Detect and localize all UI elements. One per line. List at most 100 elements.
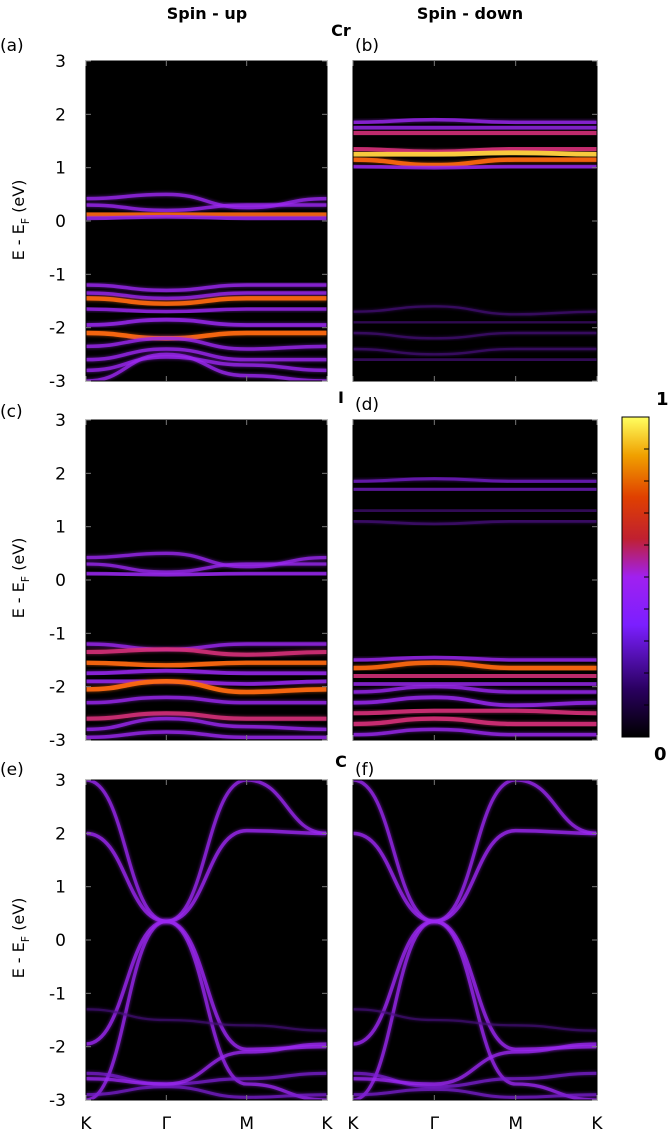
band-line-10 [86,711,327,721]
band-line-7 [86,307,327,314]
band-line-5 [86,1085,327,1099]
band-line-2 [353,780,597,1100]
band-line-8 [86,679,327,695]
band-line-1 [86,828,327,1046]
band-line-11 [86,716,327,732]
y-tick-label: -2 [49,1038,66,1058]
band-line-6 [86,296,327,306]
panel-e: 3 2 1 0 -1 -2 -3 K Γ M K [49,771,333,1134]
bands [353,116,597,363]
band-line-4 [353,655,597,662]
band-line-3 [353,780,597,1100]
band-line-7 [86,679,327,686]
y-tick-label: -1 [49,984,66,1004]
panel-label-d: (d) [355,395,379,415]
band-line-6 [86,668,327,676]
x-tick-label: K [347,1114,359,1134]
colorbar-max-label: 1 [656,389,668,410]
band-line-5 [86,291,327,301]
y-tick-label: 3 [55,411,66,431]
band-line-4 [353,150,597,157]
band-line-5 [353,1087,597,1099]
band-line-9 [353,331,597,340]
y-tick-label: 1 [55,878,66,898]
band-line-10 [86,336,327,351]
y-tick-label: 1 [55,159,66,179]
y-tick-label: 2 [55,105,66,125]
band-line-6 [353,164,597,170]
y-tick-label: 0 [55,571,66,591]
panel-c: 3 2 1 0 -1 -2 -3 [49,411,328,751]
y-tick-label: -3 [49,731,66,751]
x-tick-label: M [508,1114,523,1134]
y-tick-label: 1 [55,518,66,538]
band-line-7 [353,305,597,316]
band-line-6 [353,1008,597,1032]
y-tick-label: 2 [55,464,66,484]
y-tick-label: 0 [55,212,66,232]
band-line-2 [86,571,327,577]
band-line-11 [86,347,327,362]
panel-d [352,419,598,741]
band-line-5 [86,660,327,668]
plot-area [353,61,597,381]
band-line-9 [86,695,327,705]
band-line-9 [353,695,597,708]
svg-text:E - EF (eV): E - EF (eV) [9,180,32,261]
band-line-2 [86,780,327,1100]
column-title-spin-down: Spin - down [417,4,523,23]
band-line-3 [86,780,327,1100]
y-tick-label: 3 [55,52,66,72]
panel-a: 3 2 1 0 -1 -2 -3 [49,52,328,392]
bands [86,780,327,1100]
y-tick-label: 2 [55,824,66,844]
band-line-7 [86,1042,327,1086]
panel-b [352,60,598,382]
band-line-9 [86,330,327,341]
y-tick-label: -1 [49,624,66,644]
band-line-8 [353,684,597,694]
y-tick-label: -2 [49,319,66,339]
panel-label-c: (c) [0,402,23,422]
band-line-7 [353,1042,597,1086]
x-tick-label: M [239,1114,254,1134]
band-line-8 [86,317,327,327]
x-tick-label: K [591,1114,603,1134]
band-line-11 [353,716,597,727]
svg-text:E - EF (eV): E - EF (eV) [9,538,32,619]
panel-label-a: (a) [0,36,24,56]
band-line-12 [86,730,327,740]
band-line-0 [353,477,597,483]
y-tick-label: -2 [49,678,66,698]
bands [86,550,327,740]
x-tick-label: K [80,1114,92,1134]
band-line-3 [353,519,597,526]
y-tick-label: -1 [49,265,66,285]
band-line-13 [86,352,327,381]
y-tick-label: -3 [49,1091,66,1111]
y-tick-label: 3 [55,771,66,791]
colorbar-min-label: 0 [654,744,667,765]
column-title-spin-up: Spin - up [167,4,247,23]
row-title-i: I [338,388,344,407]
y-tick-label: 0 [55,931,66,951]
band-line-12 [86,355,327,373]
band-line-6 [86,1008,327,1032]
band-line-10 [353,708,597,716]
band-line-1 [86,562,327,574]
y-axis-label-row-3: E - EF (eV) [9,898,32,979]
band-line-12 [353,727,597,737]
band-line-1 [353,828,597,1046]
band-line-5 [353,660,597,671]
bands [353,476,597,738]
y-tick-label: -3 [49,372,66,392]
panel-label-b: (b) [355,36,379,56]
band-line-4 [86,647,327,657]
bands [353,780,597,1100]
svg-text:E - EF (eV): E - EF (eV) [9,898,32,979]
row-title-c: C [335,752,347,771]
y-axis-label-row-2: E - EF (eV) [9,538,32,619]
